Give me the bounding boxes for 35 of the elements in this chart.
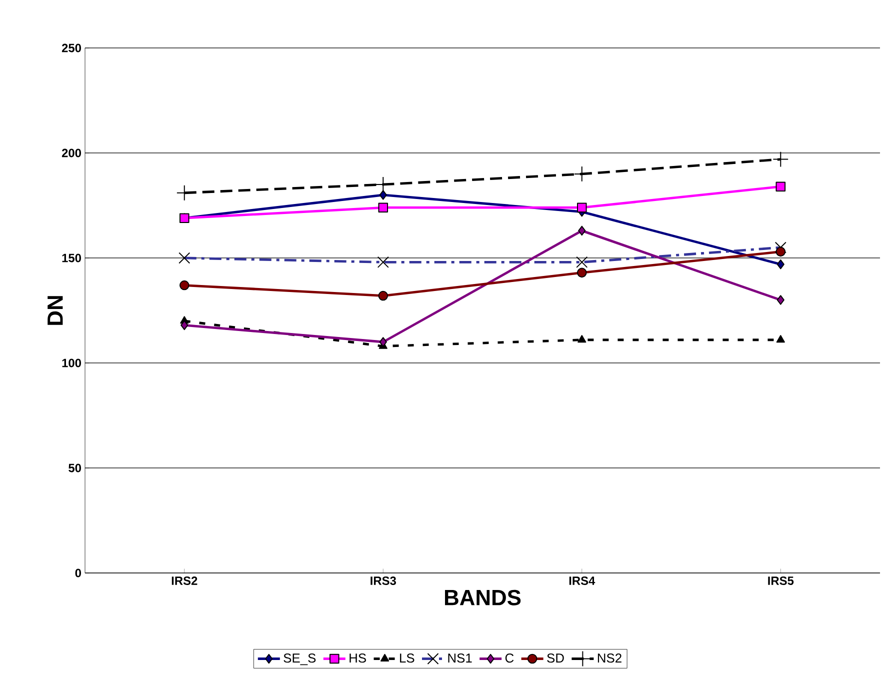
legend-label: C: [505, 653, 514, 663]
point: [379, 337, 387, 347]
point: [577, 202, 587, 212]
legend-label: SE_S: [284, 653, 316, 666]
x-tick-label: IRS3: [370, 576, 396, 585]
point: [776, 295, 784, 305]
point: [378, 202, 388, 212]
y-tick-label: 200: [62, 148, 81, 158]
y-axis-title: DN: [48, 296, 63, 325]
x-tick-label: IRS4: [569, 576, 596, 585]
y-tick-label: 50: [68, 464, 81, 472]
y-tick-label: 0: [75, 568, 81, 578]
legend-label: LS: [400, 653, 414, 663]
legend-label: NS2: [598, 653, 622, 663]
x-tick-label: IRS5: [768, 576, 794, 585]
x-axis-title: BANDS: [445, 590, 521, 606]
point: [776, 259, 784, 270]
point: [378, 290, 388, 301]
point: [776, 246, 786, 257]
y-tick-label: 150: [62, 254, 81, 262]
x-tick-label: IRS2: [172, 576, 198, 585]
legend-label: HS: [350, 653, 366, 663]
point: [578, 335, 586, 343]
point: [577, 268, 587, 278]
point: [776, 335, 785, 343]
point: [379, 190, 387, 200]
y-tick-label: 250: [62, 44, 81, 52]
legend-label: NS1: [448, 653, 472, 663]
point: [776, 182, 786, 192]
point: [578, 226, 586, 236]
legend-label: SD: [547, 653, 564, 663]
y-tick-label: 100: [62, 358, 81, 368]
point: [772, 151, 789, 168]
point: [180, 280, 190, 290]
point: [180, 320, 188, 330]
